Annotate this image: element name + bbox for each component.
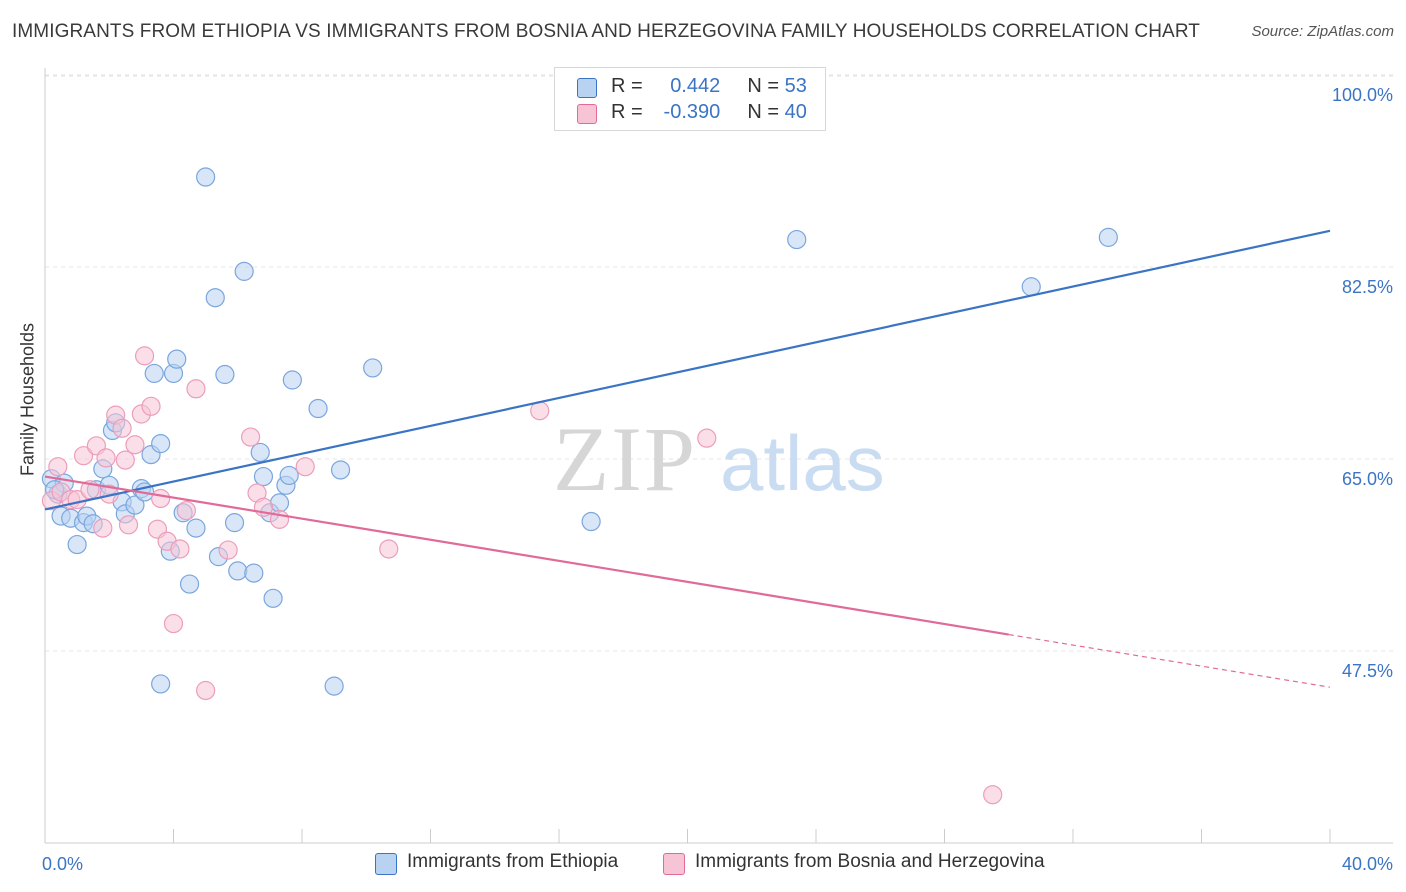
ethiopia-trend-line bbox=[44, 229, 1331, 511]
bosnia-point-9 bbox=[96, 448, 116, 468]
bosnia-point-12 bbox=[112, 418, 132, 438]
bottom-legend-swatch-blue bbox=[375, 853, 397, 875]
bosnia-point-15 bbox=[125, 435, 145, 455]
ethiopia-point-25 bbox=[167, 349, 187, 369]
y-tick-label: 82.5% bbox=[1342, 277, 1393, 297]
ethiopia-point-50 bbox=[581, 511, 601, 532]
ethiopia-point-40 bbox=[263, 588, 283, 608]
bottom-legend-label: Immigrants from Bosnia and Herzegovina bbox=[695, 851, 1045, 872]
x-tick-labels: 0.0% 40.0% bbox=[42, 854, 1393, 874]
ethiopia-point-52 bbox=[1021, 277, 1041, 297]
ethiopia-point-48 bbox=[151, 674, 171, 694]
watermark: ZIP atlas bbox=[553, 408, 885, 510]
bosnia-point-26 bbox=[196, 680, 216, 701]
watermark-atlas: atlas bbox=[720, 419, 885, 507]
ethiopia-point-43 bbox=[279, 465, 299, 486]
bosnia-point-14 bbox=[118, 515, 139, 535]
bosnia-point-36 bbox=[983, 785, 1003, 805]
ethiopia-point-21 bbox=[144, 363, 164, 384]
y-tick-labels: 47.5% 65.0% 82.5% 100.0% bbox=[1332, 85, 1393, 681]
bosnia-point-5 bbox=[73, 446, 94, 466]
axes bbox=[44, 68, 1393, 844]
x-tick-label-min: 0.0% bbox=[42, 854, 83, 874]
bosnia-trend-extension bbox=[1008, 633, 1331, 688]
bosnia-point-35 bbox=[697, 428, 717, 448]
ethiopia-point-27 bbox=[179, 574, 200, 594]
y-tick-label: 100.0% bbox=[1332, 85, 1393, 105]
data-points bbox=[41, 167, 1118, 805]
ethiopia-point-51 bbox=[787, 229, 807, 250]
bottom-legend-swatch-pink bbox=[663, 853, 685, 875]
bosnia-point-1 bbox=[48, 457, 68, 477]
ethiopia-point-37 bbox=[250, 442, 270, 463]
y-axis-label: Family Households bbox=[17, 322, 38, 476]
y-tick-label: 47.5% bbox=[1342, 661, 1393, 681]
ethiopia-point-41 bbox=[269, 493, 290, 513]
ethiopia-point-30 bbox=[205, 288, 225, 308]
source-label: Source: ZipAtlas.com bbox=[1251, 23, 1394, 40]
legend-swatch-blue bbox=[577, 78, 597, 98]
bosnia-point-32 bbox=[295, 457, 315, 477]
bosnia-point-24 bbox=[176, 500, 196, 521]
bosnia-point-33 bbox=[379, 539, 399, 559]
ethiopia-point-44 bbox=[282, 370, 302, 390]
bosnia-point-27 bbox=[218, 540, 238, 560]
legend-swatch-pink bbox=[577, 104, 597, 124]
bosnia-point-23 bbox=[170, 539, 190, 559]
bosnia-point-13 bbox=[115, 450, 135, 470]
ethiopia-point-46 bbox=[330, 460, 351, 480]
ethiopia-point-29 bbox=[196, 167, 216, 187]
trend-lines bbox=[44, 229, 1331, 688]
ethiopia-point-33 bbox=[224, 513, 245, 533]
ethiopia-point-47 bbox=[363, 358, 383, 378]
ethiopia-point-36 bbox=[244, 563, 264, 583]
ethiopia-point-45 bbox=[308, 398, 328, 419]
legend-n-label: N = bbox=[747, 75, 780, 97]
bosnia-trend-line bbox=[44, 475, 1009, 636]
bosnia-point-20 bbox=[151, 488, 171, 509]
bosnia-point-18 bbox=[141, 396, 161, 416]
ethiopia-point-49 bbox=[324, 676, 344, 696]
ethiopia-point-38 bbox=[253, 466, 274, 487]
watermark-zip: ZIP bbox=[553, 408, 697, 510]
bosnia-point-17 bbox=[134, 346, 155, 366]
bosnia-point-22 bbox=[163, 613, 184, 634]
legend-r-label: R = bbox=[611, 75, 643, 97]
x-tick-label-max: 40.0% bbox=[1342, 854, 1393, 874]
y-tick-label: 65.0% bbox=[1342, 469, 1393, 489]
bosnia-point-28 bbox=[241, 427, 261, 447]
ethiopia-point-6 bbox=[67, 534, 87, 555]
bosnia-point-8 bbox=[93, 518, 113, 538]
legend-n-label: N = bbox=[747, 101, 780, 123]
legend-r-value: 0.442 bbox=[670, 75, 721, 97]
chart-title: IMMIGRANTS FROM ETHIOPIA VS IMMIGRANTS F… bbox=[12, 21, 1201, 42]
legend-n-value: 53 bbox=[784, 75, 807, 97]
bottom-legend-label: Immigrants from Ethiopia bbox=[407, 851, 619, 872]
ethiopia-point-32 bbox=[215, 364, 235, 385]
legend-r-value: -0.390 bbox=[663, 101, 721, 123]
legend-n-value: 40 bbox=[784, 101, 807, 123]
ethiopia-point-17 bbox=[125, 495, 145, 515]
ethiopia-point-28 bbox=[186, 518, 206, 538]
ethiopia-point-22 bbox=[151, 434, 171, 454]
ethiopia-point-53 bbox=[1098, 227, 1118, 247]
correlation-legend: R = 0.442 N = 53 R = -0.390 N = 40 bbox=[554, 67, 826, 131]
bosnia-point-25 bbox=[186, 379, 206, 399]
ethiopia-point-35 bbox=[234, 261, 254, 281]
ethiopia-point-34 bbox=[228, 561, 248, 581]
legend-r-label: R = bbox=[611, 101, 643, 123]
